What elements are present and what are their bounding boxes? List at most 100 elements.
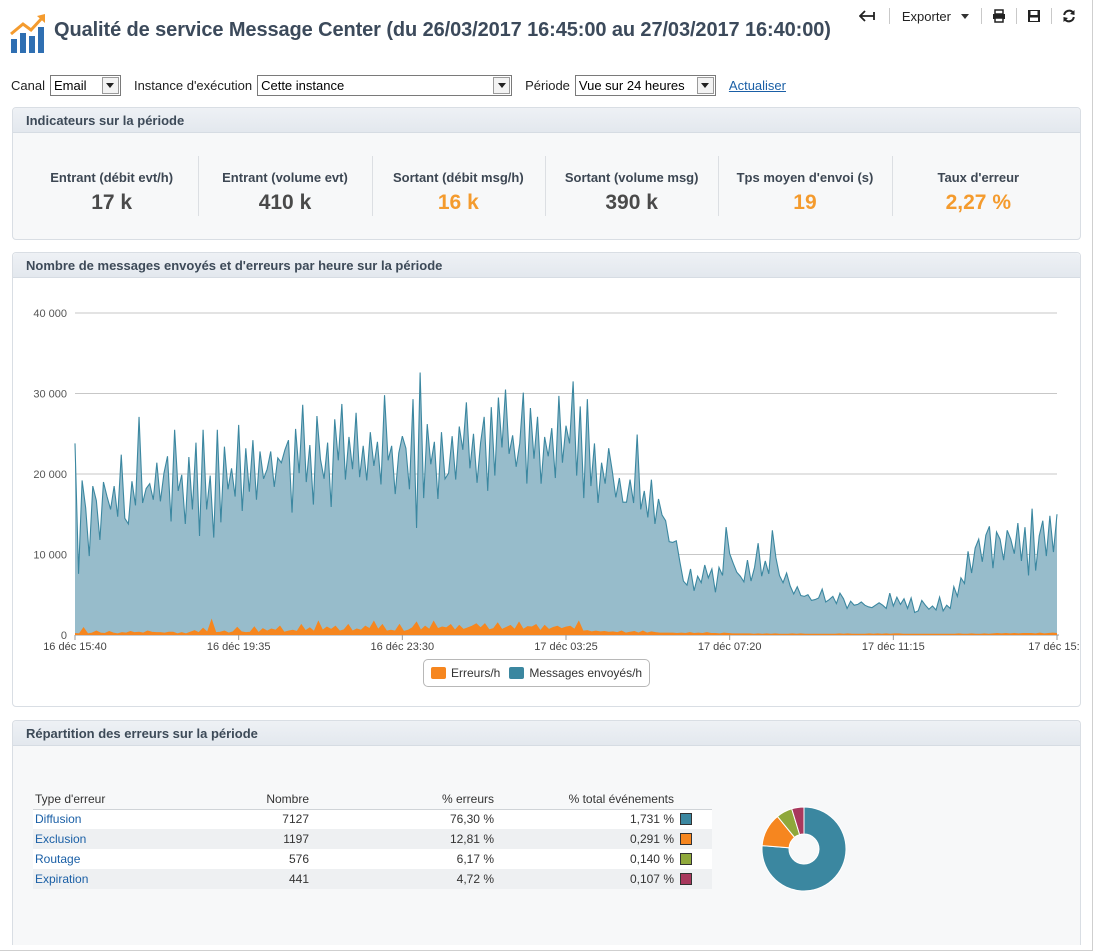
kpi-label: Tps moyen d'envoi (s) xyxy=(736,170,874,185)
errors-panel-title: Répartition des erreurs sur la période xyxy=(13,721,1080,746)
x-tick-label: 17 déc 11:15 xyxy=(862,641,925,653)
col-header-nombre[interactable]: Nombre xyxy=(153,789,309,810)
y-tick-label: 40 000 xyxy=(33,308,67,320)
table-row: Exclusion 1197 12,81 % 0,291 % xyxy=(33,829,712,849)
y-tick-label: 20 000 xyxy=(33,469,67,481)
chevron-down-icon xyxy=(696,77,714,94)
error-pct-total: 1,731 % xyxy=(494,809,674,829)
indicators-panel: Indicateurs sur la période Entrant (débi… xyxy=(12,107,1081,240)
kpi-label: Entrant (volume evt) xyxy=(222,170,348,185)
table-row: Routage 576 6,17 % 0,140 % xyxy=(33,849,712,869)
error-type-link[interactable]: Expiration xyxy=(35,872,89,886)
y-tick-label: 0 xyxy=(61,630,67,642)
x-tick-label: 17 déc 07:20 xyxy=(698,641,762,653)
kpi-value: 2,27 % xyxy=(945,191,1011,214)
kpi-value: 16 k xyxy=(437,191,479,214)
kpi-value: 17 k xyxy=(91,191,133,214)
error-pct-total: 0,107 % xyxy=(494,869,674,889)
error-count: 441 xyxy=(153,869,309,889)
color-swatch xyxy=(680,853,692,865)
kpi-label: Sortant (débit msg/h) xyxy=(392,170,524,185)
toolbar-separator xyxy=(981,8,982,24)
y-tick-label: 30 000 xyxy=(33,389,67,401)
instance-select-value: Cette instance xyxy=(261,78,345,93)
page-title: Qualité de service Message Center (du 26… xyxy=(54,19,831,41)
table-header-row: Type d'erreur Nombre % erreurs % total é… xyxy=(33,789,712,810)
kpi-entrant-debit: Entrant (débit evt/h) 17 k xyxy=(25,156,198,216)
instance-select[interactable]: Cette instance xyxy=(257,75,513,96)
periode-select-value: Vue sur 24 heures xyxy=(578,78,685,93)
error-pct-total: 0,140 % xyxy=(494,849,674,869)
chevron-down-icon xyxy=(101,77,119,94)
color-swatch xyxy=(680,813,692,826)
indicators-panel-title: Indicateurs sur la période xyxy=(13,108,1080,133)
col-header-color xyxy=(674,789,712,810)
kpi-value: 410 k xyxy=(258,191,312,214)
table-row: Diffusion 7127 76,30 % 1,731 % xyxy=(33,809,712,829)
toolbar: Exporter xyxy=(857,6,1078,26)
x-tick-label: 16 déc 15:40 xyxy=(43,641,107,653)
legend-swatch-errors xyxy=(431,667,446,679)
error-count: 576 xyxy=(153,849,309,869)
floppy-disk-icon[interactable] xyxy=(1025,7,1043,25)
kpi-row: Entrant (débit evt/h) 17 k Entrant (volu… xyxy=(25,156,1065,216)
error-pct: 76,30 % xyxy=(309,809,494,829)
canal-select[interactable]: Email xyxy=(49,75,121,96)
export-label: Exporter xyxy=(901,8,951,24)
error-type-link[interactable]: Routage xyxy=(35,852,81,866)
col-header-pct-total[interactable]: % total événements xyxy=(494,789,674,810)
legend-label-messages: Messages envoyés/h xyxy=(529,666,643,680)
x-tick-label: 16 déc 19:35 xyxy=(207,641,271,653)
canal-label: Canal xyxy=(11,78,45,93)
error-pct-total: 0,291 % xyxy=(494,829,674,849)
color-swatch xyxy=(680,833,692,845)
error-pct: 12,81 % xyxy=(309,829,494,849)
legend-swatch-messages xyxy=(509,667,525,679)
table-row: Expiration 441 4,72 % 0,107 % xyxy=(33,869,712,889)
col-header-pct-erreurs[interactable]: % erreurs xyxy=(309,789,494,810)
periode-select[interactable]: Vue sur 24 heures xyxy=(574,75,716,96)
kpi-value: 390 k xyxy=(605,191,658,214)
error-type-link[interactable]: Exclusion xyxy=(35,832,87,846)
donut-slice[interactable] xyxy=(791,806,805,836)
col-header-type[interactable]: Type d'erreur xyxy=(33,789,153,810)
error-count: 1197 xyxy=(153,829,309,849)
toolbar-separator xyxy=(1016,8,1017,24)
refresh-link[interactable]: Actualiser xyxy=(728,78,786,93)
errors-panel: Répartition des erreurs sur la période T… xyxy=(12,720,1081,945)
export-button[interactable]: Exporter xyxy=(898,7,973,25)
error-count: 7127 xyxy=(153,809,309,829)
filter-bar: Canal Email Instance d'exécution Cette i… xyxy=(11,75,786,96)
toolbar-separator xyxy=(888,8,890,24)
kpi-label: Entrant (débit evt/h) xyxy=(50,170,174,185)
chart-growth-icon xyxy=(10,14,45,53)
error-type-link[interactable]: Diffusion xyxy=(35,812,82,827)
kpi-label: Sortant (volume msg) xyxy=(564,170,699,185)
x-tick-label: 17 déc 15:1 xyxy=(1028,641,1080,653)
legend-item-messages[interactable]: Messages envoyés/h xyxy=(509,666,642,680)
kpi-sortant-volume: Sortant (volume msg) 390 k xyxy=(544,156,718,216)
errors-series-line xyxy=(74,618,1058,635)
messages-series-line xyxy=(74,372,1058,614)
messages-area-chart: 0 10 000 20 000 30 000 40 000 16 déc 15:40 16 … xyxy=(33,308,1080,653)
refresh-icon[interactable] xyxy=(1060,7,1078,25)
donut-slice[interactable] xyxy=(761,806,847,892)
errors-donut-chart xyxy=(761,806,847,892)
instance-label: Instance d'exécution xyxy=(133,78,253,93)
legend-label-errors: Erreurs/h xyxy=(451,666,501,680)
back-arrow-icon[interactable] xyxy=(857,7,877,25)
kpi-value: 19 xyxy=(793,191,817,214)
error-pct: 4,72 % xyxy=(309,869,494,889)
x-tick-label: 16 déc 23:30 xyxy=(371,641,435,653)
chart-legend: Erreurs/h Messages envoyés/h xyxy=(423,659,651,687)
chevron-down-icon xyxy=(961,13,969,19)
printer-icon[interactable] xyxy=(990,7,1008,25)
kpi-tps-moyen: Tps moyen d'envoi (s) 19 xyxy=(718,156,891,216)
errors-table: Type d'erreur Nombre % erreurs % total é… xyxy=(33,789,712,889)
x-tick-label: 17 déc 03:25 xyxy=(534,641,598,653)
messages-area xyxy=(75,372,1057,635)
legend-item-errors[interactable]: Erreurs/h xyxy=(431,666,500,680)
kpi-label: Taux d'erreur xyxy=(937,170,1020,185)
messages-chart-panel: Nombre de messages envoyés et d'erreurs … xyxy=(12,252,1081,707)
kpi-entrant-volume: Entrant (volume evt) 410 k xyxy=(198,156,371,216)
